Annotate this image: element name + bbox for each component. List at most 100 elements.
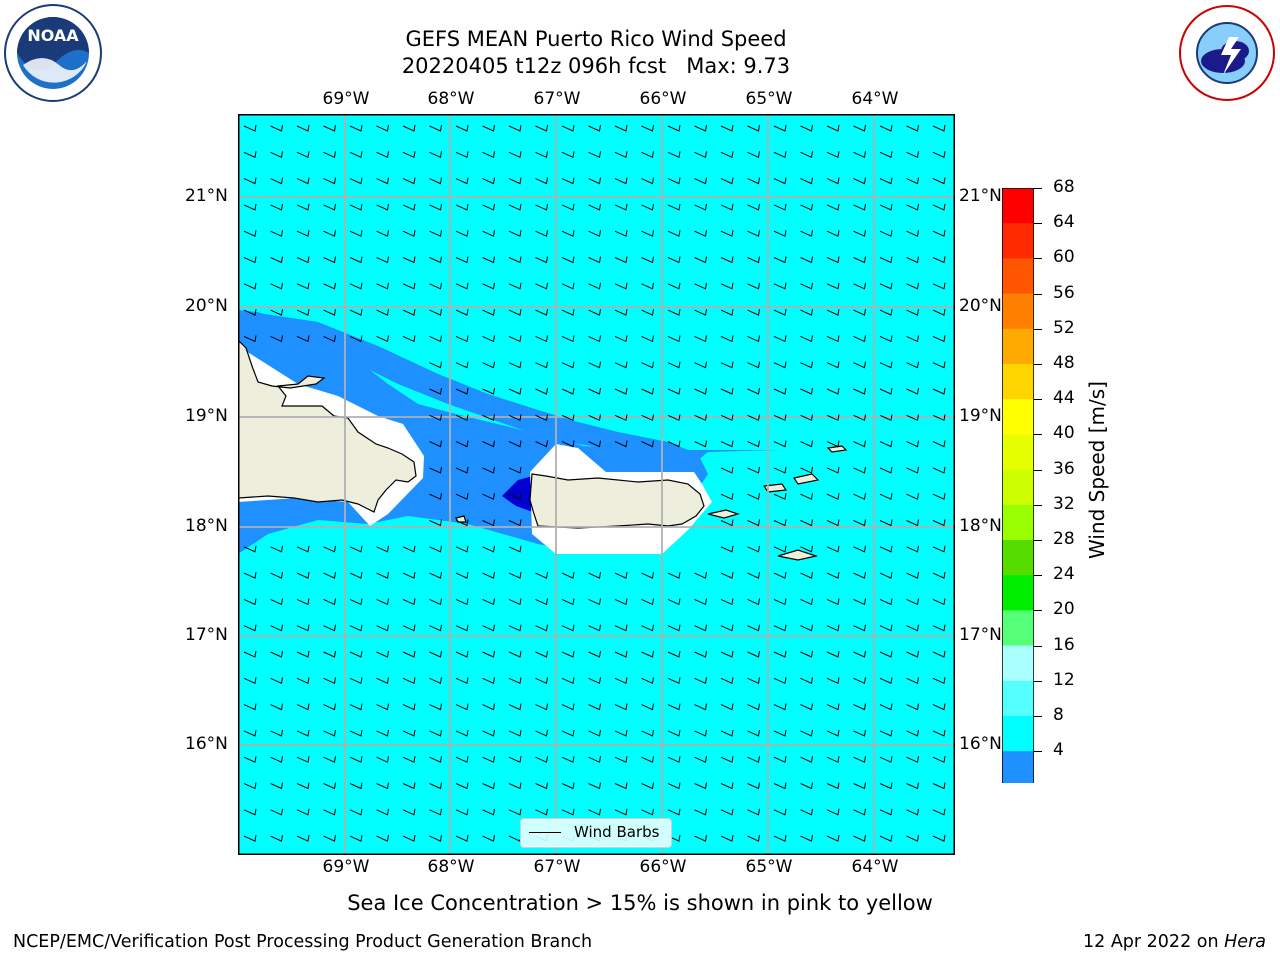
footer-date-text: 12 Apr 2022 on bbox=[1083, 932, 1225, 952]
wind-barb bbox=[800, 650, 813, 658]
wind-barb bbox=[826, 361, 840, 369]
wind-barb bbox=[747, 519, 760, 527]
wind-barb bbox=[482, 808, 495, 816]
wind-barb bbox=[773, 256, 787, 264]
wind-barb bbox=[402, 782, 416, 790]
colorbar-tick-mark bbox=[1034, 258, 1042, 260]
wind-barb bbox=[561, 572, 575, 579]
wind-barb bbox=[853, 677, 866, 685]
wind-barb bbox=[243, 572, 257, 579]
wind-barb bbox=[826, 624, 840, 632]
wind-barb bbox=[296, 335, 310, 343]
wind-barb bbox=[323, 309, 336, 316]
wind-barb bbox=[826, 835, 840, 842]
wind-barb bbox=[747, 835, 760, 842]
wind-barb bbox=[614, 203, 628, 211]
wind-barb bbox=[667, 414, 681, 422]
wind-barb bbox=[800, 414, 813, 422]
wind-barb bbox=[482, 177, 495, 185]
wind-barb bbox=[879, 598, 893, 606]
wind-barb bbox=[800, 309, 813, 316]
wind-barb bbox=[853, 335, 866, 343]
wind-barb bbox=[667, 729, 681, 737]
wind-barb bbox=[508, 203, 522, 211]
wind-barb bbox=[535, 677, 548, 685]
wind-barb bbox=[561, 256, 575, 264]
wind-barb bbox=[614, 624, 628, 632]
wind-barb bbox=[429, 493, 442, 500]
wind-barb bbox=[376, 335, 389, 343]
wind-barb bbox=[932, 598, 946, 606]
island-st-croix bbox=[777, 549, 819, 561]
wind-barb bbox=[694, 835, 707, 842]
wind-barb bbox=[561, 598, 575, 606]
wind-barb bbox=[535, 729, 548, 737]
wind-barb bbox=[720, 151, 734, 159]
wind-barb bbox=[879, 677, 893, 685]
wind-barb bbox=[296, 572, 310, 579]
wind-barb bbox=[296, 256, 310, 264]
wind-barb bbox=[720, 387, 734, 395]
wind-barb bbox=[932, 440, 946, 448]
wind-barb bbox=[747, 414, 760, 422]
wind-barb bbox=[588, 230, 601, 237]
wind-barb bbox=[906, 808, 919, 816]
colorbar-segment bbox=[1002, 645, 1034, 682]
wind-core-5 bbox=[502, 476, 533, 512]
wind-barb bbox=[429, 282, 442, 290]
wind-barb bbox=[747, 598, 760, 606]
wind-barb bbox=[243, 782, 257, 790]
wind-barb bbox=[720, 335, 734, 343]
wind-barb-legend-line bbox=[529, 832, 561, 833]
lon-label-top-67w: 67°W bbox=[533, 89, 581, 109]
wind-barb bbox=[800, 335, 813, 343]
wind-barb bbox=[773, 309, 787, 316]
wind-barb bbox=[826, 230, 840, 237]
wind-barb bbox=[323, 335, 336, 343]
wind-barb bbox=[641, 572, 654, 579]
wind-barb bbox=[879, 835, 893, 842]
wind-barb bbox=[879, 361, 893, 369]
wind-barb bbox=[508, 598, 522, 606]
wind-barb bbox=[561, 808, 575, 816]
wind-barb bbox=[667, 703, 681, 711]
wind-barb bbox=[270, 256, 283, 264]
wind-barb bbox=[455, 493, 469, 500]
map-panel bbox=[238, 114, 955, 855]
colorbar-tick-mark bbox=[1034, 645, 1042, 647]
wind-barb bbox=[508, 387, 522, 395]
wind-barb bbox=[932, 650, 946, 658]
wind-barb bbox=[906, 624, 919, 632]
wind-barb bbox=[561, 361, 575, 369]
wind-barb bbox=[747, 282, 760, 290]
wind-barb bbox=[508, 151, 522, 159]
wind-barb bbox=[932, 572, 946, 579]
colorbar-tick-mark bbox=[1034, 504, 1042, 506]
wind-barb bbox=[323, 598, 336, 606]
colorbar-segment bbox=[1002, 469, 1034, 506]
wind-barb bbox=[932, 729, 946, 737]
wind-barb bbox=[482, 782, 495, 790]
colorbar-tick-mark bbox=[1034, 328, 1042, 330]
wind-barb bbox=[243, 282, 257, 290]
wind-barb bbox=[429, 309, 442, 316]
wind-barb bbox=[243, 203, 257, 211]
colorbar-tick-label: 40 bbox=[1053, 423, 1075, 444]
wind-barb bbox=[879, 151, 893, 159]
colorbar-tick-mark bbox=[1034, 716, 1042, 717]
wind-barb bbox=[429, 256, 442, 264]
wind-barb bbox=[323, 230, 336, 237]
wind-barb bbox=[535, 756, 548, 763]
wind-barb bbox=[720, 756, 734, 763]
colorbar-segment bbox=[1002, 258, 1034, 295]
wind-barb bbox=[747, 703, 760, 711]
wind-barb bbox=[667, 203, 681, 211]
wind-barb bbox=[376, 230, 389, 237]
wind-barb bbox=[667, 256, 681, 264]
wind-barb bbox=[561, 414, 575, 422]
wind-barb bbox=[879, 493, 893, 500]
wind-barb bbox=[800, 572, 813, 579]
colorbar-segment bbox=[1002, 399, 1034, 435]
wind-barb bbox=[349, 729, 363, 737]
wind-barb bbox=[296, 677, 310, 685]
